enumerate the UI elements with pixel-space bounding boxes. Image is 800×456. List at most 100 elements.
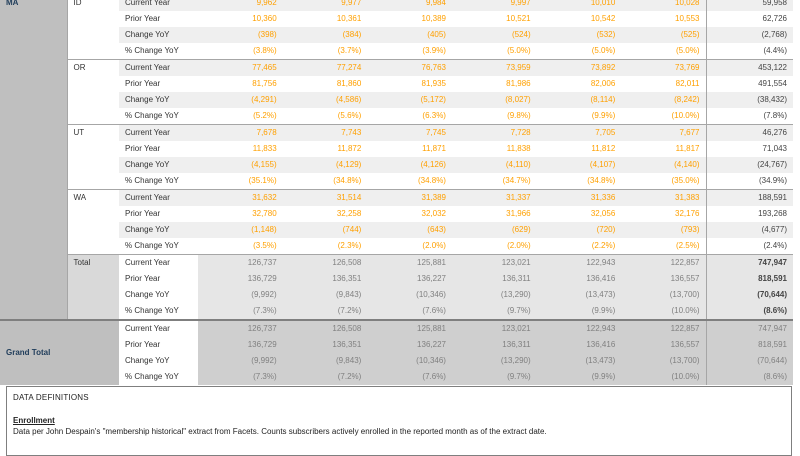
value-cell: 10,028 bbox=[621, 0, 706, 11]
value-cell: (35.0%) bbox=[671, 176, 700, 185]
table-row: UT Current Year 7,678 7,743 7,745 7,728 7,705 7… bbox=[0, 124, 793, 190]
row-total-cell: (34.9%) bbox=[705, 173, 793, 190]
row-total-cell: (38,432) bbox=[705, 92, 793, 108]
row-total-cell: 71,043 bbox=[705, 141, 793, 157]
value-cell: (6.3%) bbox=[422, 111, 446, 120]
metric-label: % Change YoY bbox=[125, 176, 179, 185]
state-label: ID bbox=[66, 0, 119, 60]
state-label: UT bbox=[66, 124, 119, 190]
data-definitions-panel: DATA DEFINITIONS Enrollment Data per Joh… bbox=[6, 386, 792, 456]
value-cell: (2.2%) bbox=[591, 241, 616, 250]
metric-label: % Change YoY bbox=[119, 303, 198, 320]
row-total-cell: 818,591 bbox=[705, 271, 793, 287]
metric-label: Prior Year bbox=[125, 79, 161, 88]
grand-total-label: Grand Total bbox=[0, 319, 119, 385]
metric-label: Change YoY bbox=[119, 157, 198, 173]
row-total-cell: 747,947 bbox=[705, 319, 793, 337]
state-label: WA bbox=[66, 189, 119, 255]
table-row: Change YoY (4,155) (4,129) (4,126) (4,110) (4… bbox=[0, 157, 793, 173]
value-cell: 32,056 bbox=[590, 209, 616, 218]
row-total-cell: (7.8%) bbox=[705, 108, 793, 125]
value-cell: (34.8%) bbox=[417, 176, 446, 185]
value-cell: (10.0%) bbox=[671, 111, 700, 120]
metric-label: Change YoY bbox=[119, 287, 198, 303]
value-cell: 7,677 bbox=[621, 124, 706, 141]
table-row: Prior Year 136,729 136,351 136,227 136,311 13… bbox=[0, 271, 793, 287]
table-row: OR Current Year 77,465 77,274 76,763 73,959 73… bbox=[0, 59, 793, 125]
enrollment-table: MA ID Current Year 9,962 9,977 9,984 9,997 10,0… bbox=[0, 0, 793, 385]
value-cell: 10,521 bbox=[506, 14, 531, 23]
value-cell: 126,737 bbox=[198, 319, 283, 337]
metric-label: Current Year bbox=[119, 189, 198, 206]
state-label: Total bbox=[66, 254, 119, 320]
value-cell: 32,032 bbox=[421, 209, 446, 218]
value-cell: 136,729 bbox=[198, 337, 283, 353]
value-cell: 123,021 bbox=[451, 254, 537, 271]
value-cell: 9,984 bbox=[367, 0, 452, 11]
value-cell: 136,729 bbox=[198, 271, 283, 287]
table-row: MA ID Current Year 9,962 9,977 9,984 9,997 10,0… bbox=[0, 0, 793, 320]
value-cell: 11,872 bbox=[337, 144, 362, 153]
value-cell: 136,311 bbox=[451, 271, 537, 287]
value-cell: (3.7%) bbox=[337, 46, 362, 55]
value-cell: 82,006 bbox=[590, 79, 616, 88]
value-cell: 10,361 bbox=[336, 14, 362, 23]
value-cell: 126,508 bbox=[282, 319, 368, 337]
row-total-cell: (24,767) bbox=[705, 157, 793, 173]
value-cell: 32,258 bbox=[336, 209, 362, 218]
row-total-cell: 188,591 bbox=[705, 189, 793, 206]
value-cell: (5.0%) bbox=[591, 46, 616, 55]
value-cell: 122,943 bbox=[536, 319, 622, 337]
table-row: % Change YoY (3.8%) (3.7%) (3.9%) (5.0%) (5.0… bbox=[0, 43, 793, 60]
row-total-cell: (70,644) bbox=[705, 353, 793, 369]
value-cell: (4,291) bbox=[198, 92, 283, 108]
metric-label: % Change YoY bbox=[125, 241, 179, 250]
table-row: % Change YoY (7.3%) (7.2%) (7.6%) (9.7%) (9.9… bbox=[0, 303, 793, 320]
value-cell: 31,389 bbox=[367, 189, 452, 206]
value-cell: 81,986 bbox=[506, 79, 531, 88]
value-cell: 73,769 bbox=[621, 59, 706, 76]
value-cell: (9.9%) bbox=[591, 111, 616, 120]
value-cell: (10,346) bbox=[367, 353, 452, 369]
value-cell: (405) bbox=[367, 27, 452, 43]
value-cell: (13,473) bbox=[536, 353, 622, 369]
value-cell: 126,508 bbox=[282, 254, 368, 271]
value-cell: (5.2%) bbox=[253, 111, 277, 120]
value-cell: 10,553 bbox=[675, 14, 700, 23]
definitions-heading: DATA DEFINITIONS bbox=[13, 393, 89, 402]
value-cell: (4,107) bbox=[536, 157, 622, 173]
value-cell: 10,389 bbox=[421, 14, 446, 23]
table-row: % Change YoY (3.5%) (2.3%) (2.0%) (2.0%) (2.2… bbox=[0, 238, 793, 255]
value-cell: 125,881 bbox=[367, 254, 452, 271]
table-row: Change YoY (4,291) (4,586) (5,172) (8,027) (8… bbox=[0, 92, 793, 108]
value-cell: (10.0%) bbox=[621, 369, 706, 385]
value-cell: (9.7%) bbox=[451, 303, 537, 320]
value-cell: 31,966 bbox=[506, 209, 531, 218]
table-row: Change YoY (398) (384) (405) (524) (532) (525)… bbox=[0, 27, 793, 43]
metric-label: Change YoY bbox=[119, 27, 198, 43]
value-cell: 31,336 bbox=[536, 189, 622, 206]
value-cell: (2.0%) bbox=[422, 241, 446, 250]
value-cell: 11,812 bbox=[591, 144, 616, 153]
table-row: Change YoY (9,992) (9,843) (10,346) (13,290)… bbox=[0, 287, 793, 303]
row-total-cell: 62,726 bbox=[705, 11, 793, 27]
value-cell: 11,817 bbox=[675, 144, 700, 153]
value-cell: (4,129) bbox=[282, 157, 368, 173]
row-total-cell: 46,276 bbox=[705, 124, 793, 141]
grand-total-row: % Change YoY (7.3%) (7.2%) (7.6%) (9.7%) (9.9… bbox=[0, 369, 793, 385]
row-total-cell: 59,958 bbox=[705, 0, 793, 11]
value-cell: 9,997 bbox=[451, 0, 537, 11]
value-cell: (9.8%) bbox=[507, 111, 531, 120]
value-cell: (2.3%) bbox=[337, 241, 362, 250]
value-cell: (7.2%) bbox=[282, 303, 368, 320]
value-cell: (10.0%) bbox=[621, 303, 706, 320]
value-cell: 122,857 bbox=[621, 254, 706, 271]
row-total-cell: (2.4%) bbox=[705, 238, 793, 255]
value-cell: (8,114) bbox=[536, 92, 622, 108]
value-cell: 11,838 bbox=[506, 144, 531, 153]
value-cell: (3.9%) bbox=[422, 46, 446, 55]
value-cell: (10,346) bbox=[367, 287, 452, 303]
row-total-cell: 453,122 bbox=[705, 59, 793, 76]
value-cell: 77,465 bbox=[198, 59, 283, 76]
value-cell: 7,743 bbox=[282, 124, 368, 141]
